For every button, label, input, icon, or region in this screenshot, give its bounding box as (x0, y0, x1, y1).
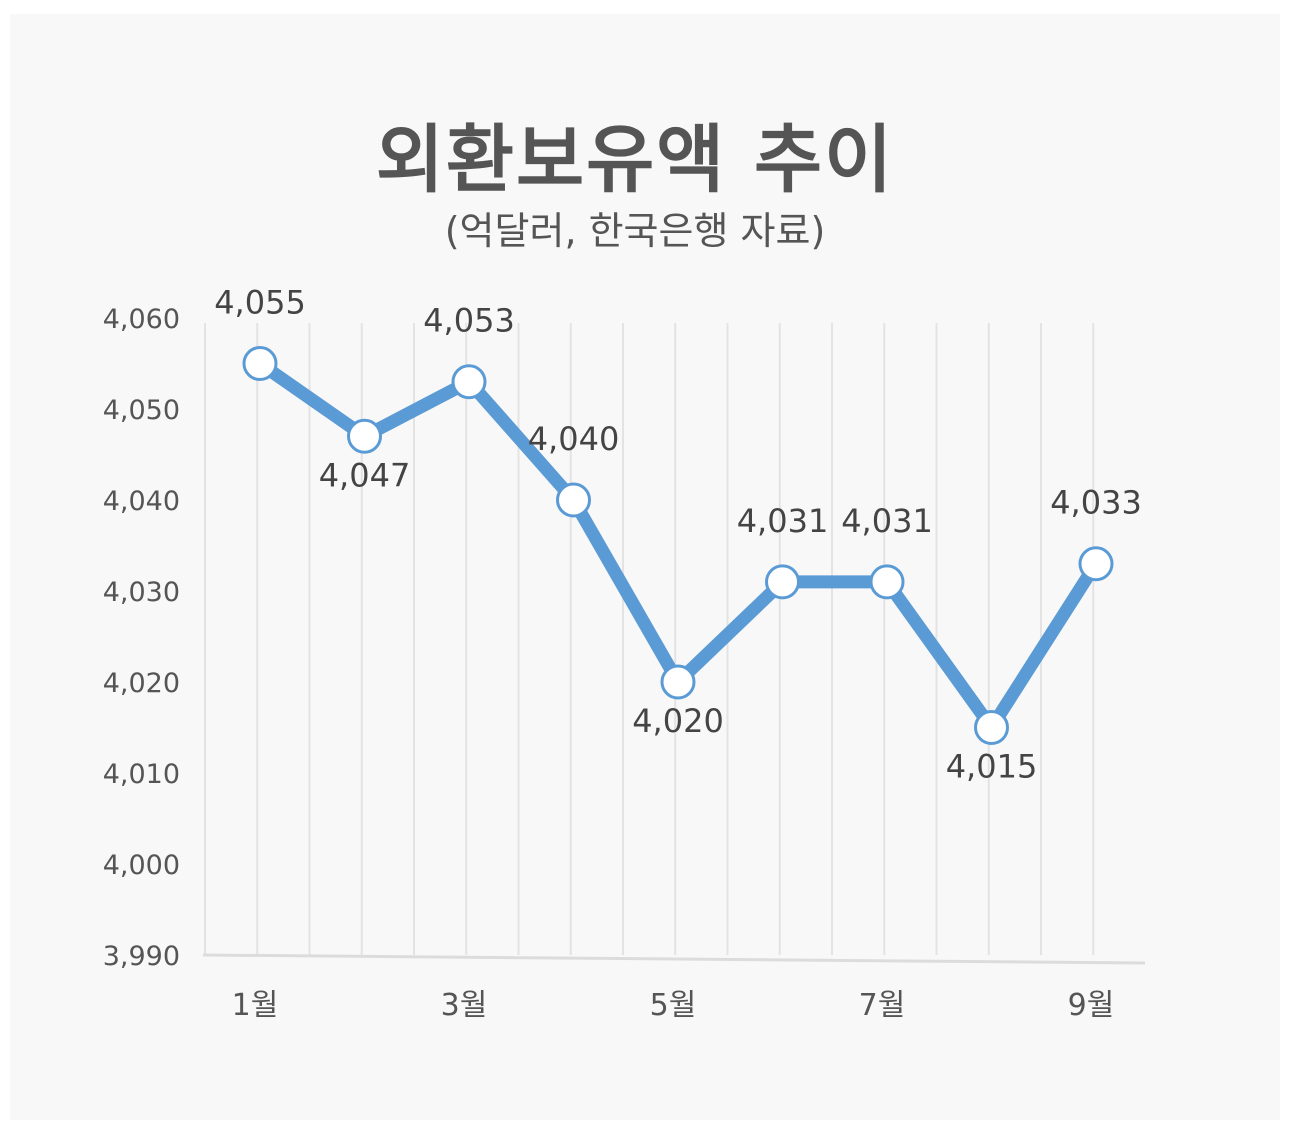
data-label: 4,031 (841, 502, 933, 540)
data-labels: 4,055 4,047 4,053 4,040 4,020 4,031 4,031 4,015… (214, 284, 1142, 786)
y-tick-label: 3,990 (103, 941, 180, 972)
data-point (1078, 546, 1114, 582)
data-label: 4,055 (214, 284, 306, 322)
data-label: 4,040 (528, 420, 620, 458)
x-tick-label: 9월 (1068, 988, 1115, 1023)
data-label: 4,015 (946, 748, 1038, 786)
y-tick-label: 4,000 (103, 850, 180, 881)
data-point (451, 364, 487, 400)
y-axis-ticks: 3,990 4,000 4,010 4,020 4,030 4,040 4,050 4,060 (103, 304, 180, 972)
data-point (242, 346, 278, 381)
data-point (660, 664, 696, 700)
data-label: 4,031 (737, 502, 829, 540)
data-point (556, 482, 591, 518)
x-axis-line (202, 953, 1146, 965)
data-point (869, 564, 905, 600)
x-axis-ticks: 1월 3월 5월 7월 9월 (232, 988, 1115, 1023)
series-markers (242, 346, 1114, 745)
y-tick-label: 4,040 (103, 486, 180, 517)
chart-subtitle: (억달러, 한국은행 자료) (444, 209, 826, 253)
x-tick-label: 5월 (650, 988, 697, 1023)
y-tick-label: 4,060 (103, 304, 180, 335)
x-tick-label: 1월 (232, 988, 279, 1023)
data-label: 4,047 (319, 456, 411, 494)
y-tick-label: 4,030 (103, 577, 180, 608)
x-tick-label: 7월 (859, 988, 906, 1023)
data-point (974, 710, 1009, 745)
data-point (347, 418, 382, 454)
data-label: 4,033 (1050, 484, 1142, 522)
y-tick-label: 4,050 (103, 395, 180, 426)
x-tick-label: 3월 (441, 988, 488, 1023)
data-label: 4,020 (632, 702, 724, 740)
chart-card (10, 14, 1280, 1120)
grid-lines (204, 323, 1095, 955)
data-label: 4,053 (423, 302, 515, 340)
y-tick-label: 4,020 (103, 668, 180, 699)
data-point (765, 564, 800, 600)
y-tick-label: 4,010 (103, 759, 180, 790)
chart-title: 외환보유액 추이 (375, 117, 895, 203)
